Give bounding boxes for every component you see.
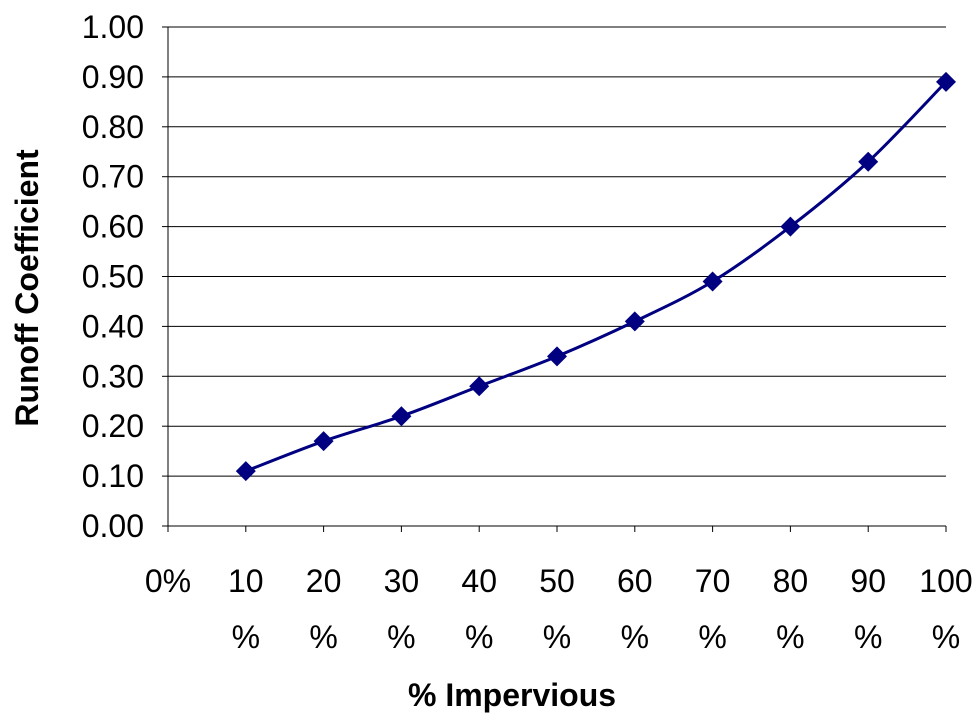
x-tick-label-line2: % — [854, 619, 882, 655]
x-tick-label-line2: % — [465, 619, 493, 655]
x-axis-title: % Impervious — [408, 677, 616, 713]
y-tick-label: 0.80 — [82, 109, 144, 145]
y-tick-label: 0.50 — [82, 259, 144, 295]
data-point-marker — [780, 216, 801, 237]
x-tick-label-line2: % — [309, 619, 337, 655]
gridlines — [168, 26, 946, 477]
y-tick-label: 0.20 — [82, 408, 144, 444]
x-tick-label: 30 — [384, 563, 420, 599]
x-tick-label: 20 — [306, 563, 342, 599]
y-tick-labels: 0.00 0.10 0.20 0.30 0.40 0.50 0.60 0.70 0.80 0.90… — [82, 9, 144, 544]
x-tick-label-line2: % — [543, 619, 571, 655]
x-tick-label-line2: % — [698, 619, 726, 655]
data-point-marker — [235, 461, 256, 482]
x-tick-label: 80 — [773, 563, 809, 599]
x-tick-label-line2: % — [776, 619, 804, 655]
x-tick-labels: 0% 10% 20% 30% 40% 50% 60% 70% 80% 90% 100% — [145, 563, 973, 655]
y-tick-label: 0.90 — [82, 59, 144, 95]
y-tick-label: 1.00 — [82, 9, 144, 45]
x-tick-label-line2: % — [621, 619, 649, 655]
x-tick-label-line2: % — [232, 619, 260, 655]
x-tick-label: 70 — [695, 563, 731, 599]
x-tick-label-line2: % — [387, 619, 415, 655]
data-point-marker — [313, 431, 334, 452]
data-point-marker — [547, 346, 567, 367]
data-point-marker — [469, 376, 490, 397]
x-tick-label: 100 — [919, 563, 972, 599]
data-point-marker — [624, 311, 645, 332]
x-tick-label: 0% — [145, 563, 191, 599]
x-tick-label: 60 — [617, 563, 653, 599]
y-tick-label: 0.10 — [82, 458, 144, 494]
y-tick-label: 0.00 — [82, 508, 144, 544]
x-tick-label: 10 — [228, 563, 264, 599]
x-tick-label-line2: % — [932, 619, 960, 655]
x-tick-label: 90 — [850, 563, 886, 599]
y-tick-label: 0.30 — [82, 358, 144, 394]
series-group — [235, 71, 956, 482]
data-point-marker — [702, 271, 723, 292]
data-point-marker — [858, 151, 879, 172]
data-point-marker — [391, 406, 412, 427]
axes — [162, 26, 947, 532]
x-tick-label: 50 — [539, 563, 575, 599]
x-tick-label: 40 — [461, 563, 497, 599]
y-tick-label: 0.60 — [82, 209, 144, 245]
y-tick-label: 0.40 — [82, 308, 144, 344]
y-axis-title: Runoff Coefficient — [9, 149, 45, 427]
series-line — [245, 80, 948, 473]
y-tick-label: 0.70 — [82, 159, 144, 195]
data-point-marker — [936, 71, 956, 92]
